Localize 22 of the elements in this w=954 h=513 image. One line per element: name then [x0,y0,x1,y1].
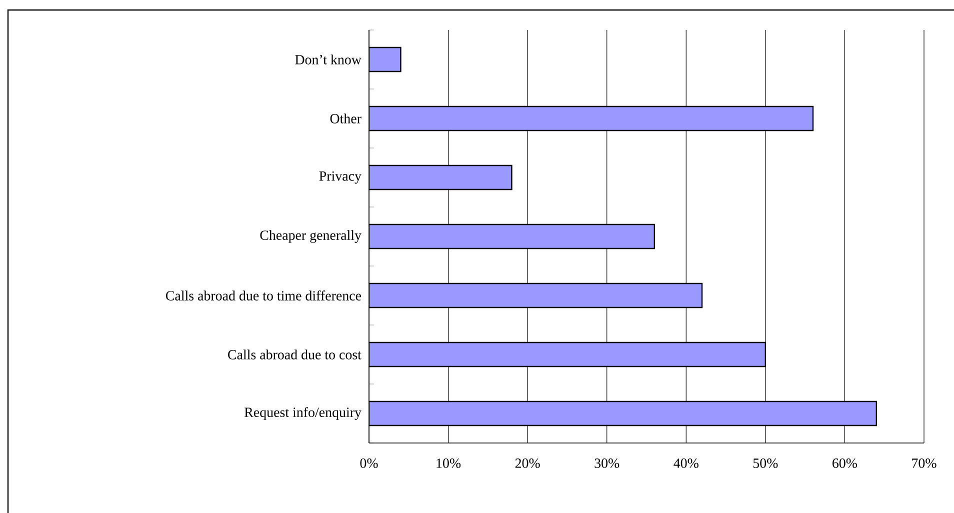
bar [369,224,656,250]
x-tick-label: 70% [912,458,936,468]
bar [369,342,766,368]
y-tick-label: Cheaper generally [260,230,362,243]
bar [369,282,703,308]
y-tick-label: Calls abroad due to time difference [166,290,362,300]
x-tick-label: 50% [753,458,778,468]
x-tick-label: 30% [594,458,620,468]
y-tick-label: Calls abroad due to cost [228,350,362,360]
x-tick-label: 40% [674,458,698,468]
bar [369,46,402,72]
x-tick-label: 0% [360,458,378,468]
y-tick-label: Privacy [319,171,362,184]
bar [369,164,512,190]
bar [369,106,814,132]
y-tick-label: Request info/enquiry [244,407,362,420]
x-tick-label: 60% [832,458,858,468]
y-tick-label: Other [330,114,362,124]
bar [369,400,878,426]
y-tick-label: Don’t know [295,54,362,64]
x-tick-label: 20% [515,458,540,468]
x-tick-label: 10% [436,458,461,468]
